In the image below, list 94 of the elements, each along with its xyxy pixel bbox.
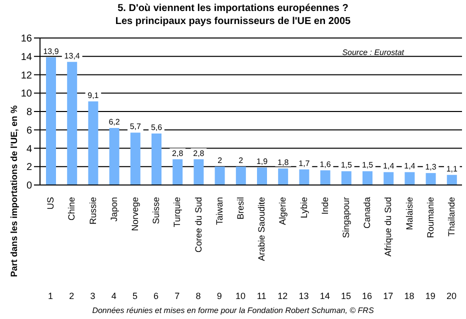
chart-title: 5. D'où viennent les importations européennes ? [116, 2, 350, 15]
bar [257, 168, 267, 185]
y-tick-label: 12 [20, 70, 32, 82]
x-tick-label: Bresil [235, 197, 246, 220]
text: 12 [278, 291, 288, 301]
text: 18 [404, 291, 414, 301]
bar [278, 168, 288, 185]
text: 14 [320, 291, 330, 301]
text: 13 [298, 291, 309, 301]
data-label: 5,6 [150, 123, 163, 132]
data-label: 1,8 [278, 158, 290, 167]
data-label: 1,3 [425, 162, 437, 172]
y-tick-label: 10 [20, 88, 32, 100]
text: 20 [446, 291, 456, 301]
y-tick-label: 0 [26, 180, 32, 192]
x-tick-label: Inde [320, 197, 330, 215]
data-label: 1,5 [362, 160, 374, 170]
text: 15 [340, 291, 351, 301]
data-label: 1,9 [256, 157, 268, 166]
bar [194, 159, 204, 185]
x-tick-label: Chine [66, 197, 77, 221]
data-label: 1,7 [298, 158, 310, 168]
data-label: 2,8 [193, 148, 205, 158]
text: 3 [90, 291, 96, 301]
chart-subtitle: Les principaux pays fournisseurs de l'UE en 2005 [114, 15, 352, 28]
data-label: 2 [218, 156, 223, 166]
x-tick-label: Roumanie [425, 197, 436, 238]
text: 19 [425, 291, 436, 301]
text: 10 [235, 291, 246, 301]
x-tick-label: Taiwan [214, 197, 224, 226]
y-tick-label: 4 [26, 144, 32, 155]
x-tick-label: Japon [108, 197, 119, 222]
text: Données réunies et mises en forme pour la Fondation Robert Schuman, © FRS [91, 306, 375, 315]
data-label: 1,4 [404, 162, 416, 171]
text: 8 [196, 291, 201, 301]
data-label: 1,6 [320, 160, 332, 169]
data-label: 1,5 [340, 160, 353, 170]
text: 6 [154, 291, 159, 301]
x-tick-label: Afrique du Sud [383, 197, 394, 257]
bar [214, 166, 225, 185]
data-label: 6,2 [108, 118, 120, 127]
y-tick-label: 8 [26, 107, 32, 118]
data-label: 1,1 [446, 164, 458, 174]
bar [426, 173, 436, 185]
text: 16 [362, 291, 372, 301]
y-tick-label: 2 [26, 162, 32, 174]
bar [88, 101, 98, 185]
bar [152, 134, 162, 185]
x-tick-label: Lybie [298, 197, 309, 218]
x-tick-label: Russie [88, 197, 98, 225]
data-label: 13,9 [43, 46, 60, 56]
bar [404, 172, 415, 185]
text: 1 [48, 291, 54, 301]
x-tick-label: Malaisie [404, 197, 414, 230]
bar [130, 132, 140, 185]
x-tick-label: Arabie Saoudite [256, 197, 267, 262]
x-tick-label: Thailande [446, 197, 456, 237]
x-tick-label: Suisse [151, 197, 162, 224]
x-tick-label: US [46, 197, 56, 210]
x-tick-label: Singapour [340, 197, 351, 238]
data-label: 5,7 [130, 122, 142, 132]
bar [384, 172, 394, 185]
text: 9 [216, 291, 222, 301]
data-label: 1,4 [383, 162, 395, 171]
data-label: 2,8 [172, 148, 184, 158]
x-tick-label: Coree du Sud [193, 197, 204, 253]
annotation: Source : Eurostat [342, 48, 404, 57]
bar [172, 159, 183, 185]
text: 17 [383, 291, 394, 301]
x-tick-label: Norvege [130, 197, 140, 232]
data-label: 9,1 [88, 90, 100, 100]
bar [320, 170, 330, 185]
y-tick-label: 6 [26, 125, 32, 136]
text: 11 [256, 291, 266, 301]
bar [341, 171, 352, 185]
text: 5 [132, 291, 138, 301]
bar [446, 174, 457, 185]
x-tick-label: Algerie [278, 197, 288, 226]
y-axis-title: Part dans les importations de l'UE, en % [9, 104, 19, 276]
bar [362, 171, 372, 185]
y-tick-label: 14 [20, 52, 32, 63]
bar [46, 57, 56, 185]
y-tick-label: 16 [20, 34, 32, 45]
text: 2 [69, 291, 74, 301]
data-label: 2 [238, 156, 244, 166]
text: 7 [174, 291, 180, 301]
x-tick-label: Turquie [172, 197, 182, 228]
bar [109, 128, 120, 185]
x-tick-label: Canada [362, 197, 372, 229]
bar [67, 62, 78, 185]
text: 4 [111, 291, 116, 301]
data-label: 13,4 [64, 51, 80, 60]
bar [299, 169, 310, 185]
bar [236, 166, 246, 185]
